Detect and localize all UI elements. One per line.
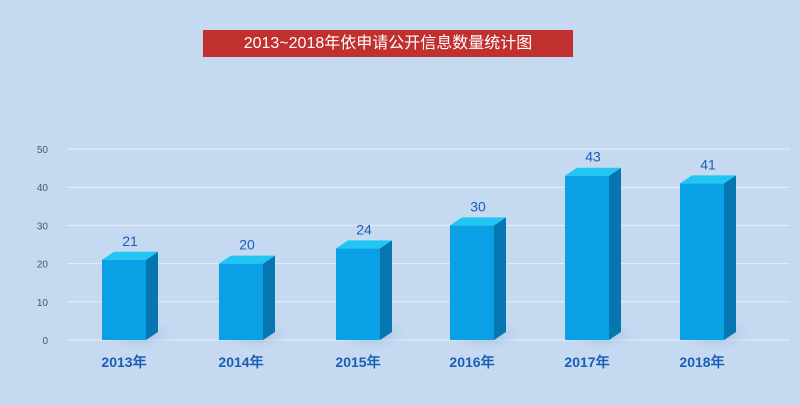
data-label: 41 xyxy=(700,156,716,172)
bar-side xyxy=(146,251,158,340)
bar-front xyxy=(680,183,724,340)
chart-title: 2013~2018年依申请公开信息数量统计图 xyxy=(203,30,573,57)
bar-top xyxy=(102,251,158,260)
bar-top xyxy=(680,175,736,184)
data-label: 20 xyxy=(239,237,255,253)
data-label: 43 xyxy=(585,149,601,165)
data-label: 24 xyxy=(356,221,372,237)
data-label: 30 xyxy=(470,198,486,214)
data-label: 21 xyxy=(122,233,138,249)
bar-front xyxy=(219,263,263,340)
bar-side xyxy=(263,255,275,340)
x-tick-label: 2014年 xyxy=(218,354,263,370)
y-tick-label: 10 xyxy=(37,298,49,309)
y-tick-label: 0 xyxy=(42,336,48,347)
y-tick-label: 30 xyxy=(37,221,49,232)
bar-front xyxy=(450,225,494,340)
bar-front xyxy=(102,259,146,340)
x-tick-label: 2013年 xyxy=(101,354,146,370)
y-tick-label: 50 xyxy=(37,145,49,156)
bar-side xyxy=(609,167,621,340)
bar-side xyxy=(494,217,506,340)
bar-front xyxy=(565,175,609,340)
x-tick-label: 2016年 xyxy=(449,354,494,370)
bar-front xyxy=(336,248,380,340)
bar-side xyxy=(380,240,392,340)
bar-side xyxy=(724,175,736,340)
bar-top xyxy=(450,217,506,226)
bar-top xyxy=(219,255,275,264)
y-tick-label: 40 xyxy=(37,183,49,194)
bar-top xyxy=(565,167,621,176)
bar-top xyxy=(336,240,392,249)
x-tick-label: 2017年 xyxy=(564,354,609,370)
x-tick-label: 2015年 xyxy=(335,354,380,370)
x-tick-label: 2018年 xyxy=(679,354,724,370)
y-tick-label: 20 xyxy=(37,260,49,271)
